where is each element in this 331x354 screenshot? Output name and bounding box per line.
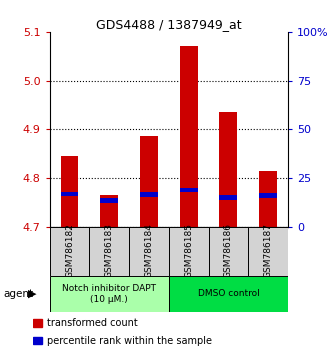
Bar [33,337,42,344]
Bar [219,195,237,200]
Text: GSM786185: GSM786185 [184,223,193,278]
Title: GDS4488 / 1387949_at: GDS4488 / 1387949_at [96,18,242,31]
Text: transformed count: transformed count [47,318,138,328]
Bar [169,276,288,312]
Text: GSM786186: GSM786186 [224,223,233,278]
Bar [169,227,209,276]
Bar [129,227,169,276]
Bar [100,195,118,227]
Bar [259,171,277,227]
Bar [259,194,277,198]
Text: DMSO control: DMSO control [198,289,259,298]
Bar [33,319,42,327]
Bar [219,112,237,227]
Bar [140,136,158,227]
Bar [180,46,198,227]
Bar [50,227,89,276]
Text: GSM786182: GSM786182 [65,223,74,278]
Text: GSM786184: GSM786184 [144,223,154,278]
Bar [61,192,78,196]
Bar [61,156,78,227]
Text: Notch inhibitor DAPT
(10 μM.): Notch inhibitor DAPT (10 μM.) [62,284,156,303]
Text: GSM786187: GSM786187 [263,223,273,278]
Text: ▶: ▶ [28,289,37,299]
Bar [89,227,129,276]
Text: agent: agent [3,289,33,299]
Bar [209,227,248,276]
Bar [180,188,198,193]
Bar [100,198,118,203]
Bar [50,276,169,312]
Bar [248,227,288,276]
Text: GSM786183: GSM786183 [105,223,114,278]
Text: percentile rank within the sample: percentile rank within the sample [47,336,212,346]
Bar [140,193,158,198]
